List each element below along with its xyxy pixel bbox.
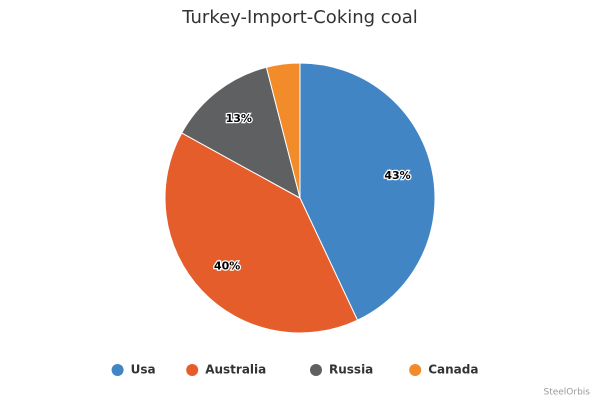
data-label: 43% [384,169,410,182]
pie-slice[interactable] [299,62,436,321]
data-label: 13% [226,112,252,125]
credit[interactable]: SteelOrbis [543,388,590,398]
legend-label[interactable]: Canada [428,363,478,377]
pie-slice[interactable] [164,132,359,334]
legend-marker[interactable] [111,364,124,376]
legend-label[interactable]: Russia [329,363,373,377]
chart-title: Turkey-Import-Coking coal [181,7,418,28]
legend-label[interactable]: Usa [131,363,156,377]
pie-slice[interactable] [181,66,301,199]
data-label: 40% [214,259,240,272]
legend-marker[interactable] [310,364,322,376]
legend-label[interactable]: Australia [205,363,266,377]
pie-slice[interactable] [265,62,301,199]
legend-marker[interactable] [186,364,199,376]
legend-marker[interactable] [409,364,422,376]
